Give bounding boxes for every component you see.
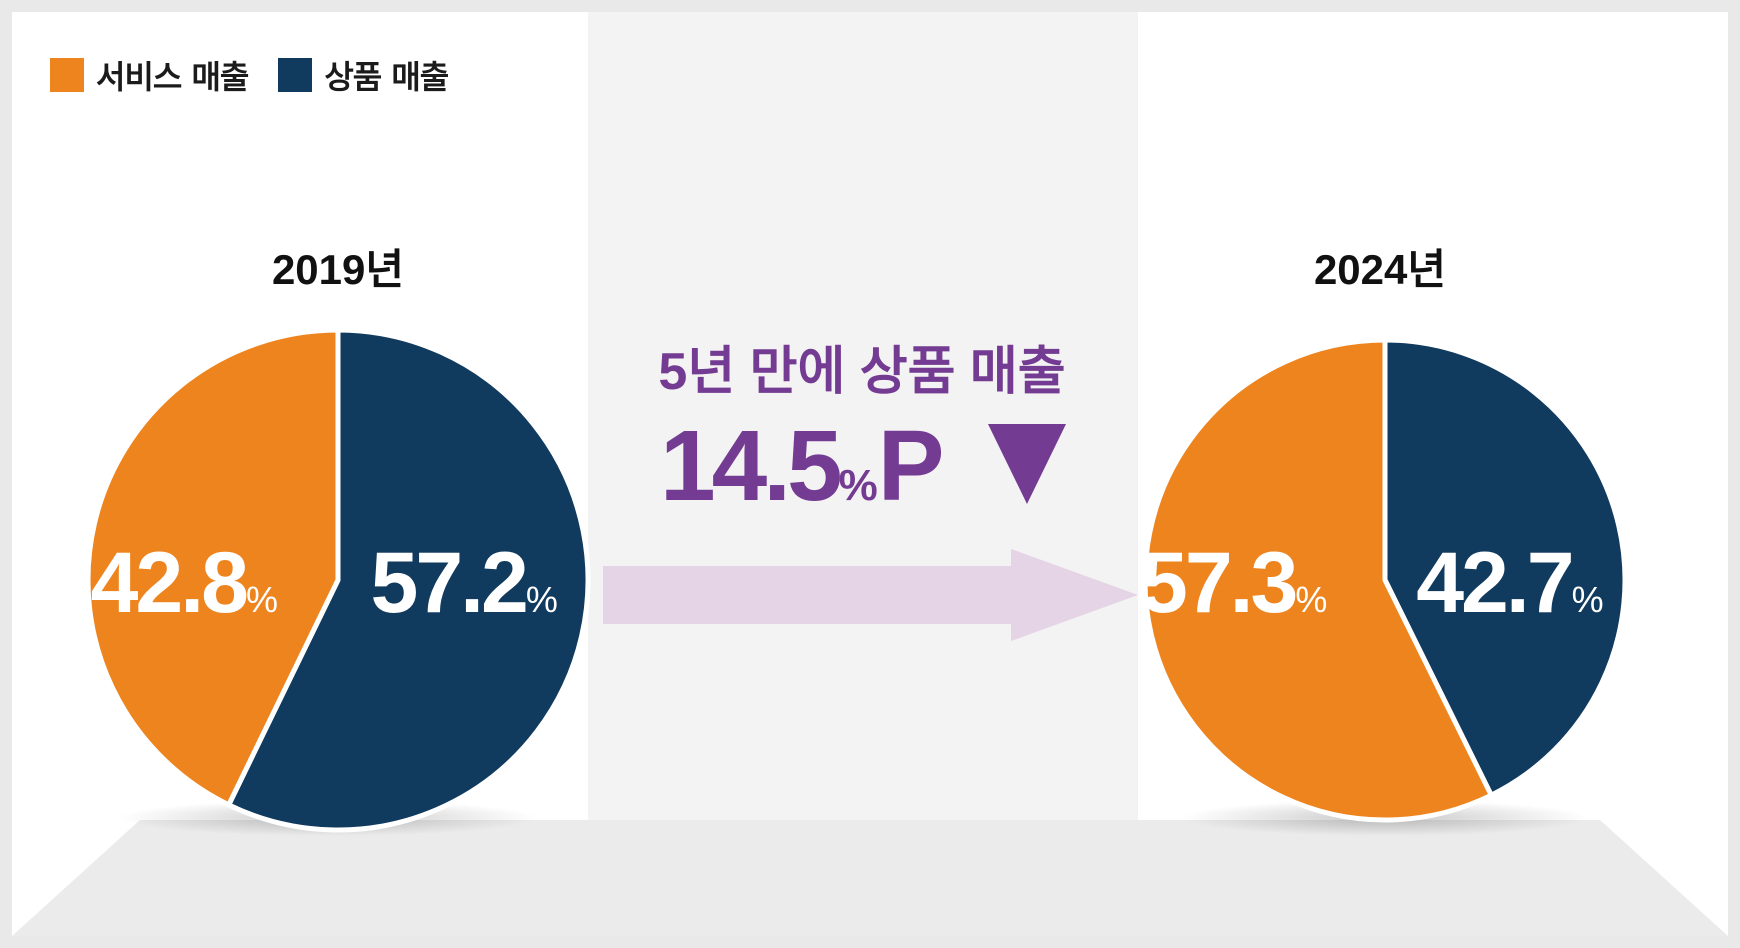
change-value: 14.5%P xyxy=(660,410,944,522)
pie-slice-service-2024 xyxy=(1142,337,1494,823)
arrow-icon xyxy=(603,549,1138,641)
legend-label-product: 상품 매출 xyxy=(324,58,449,96)
pie-chart-2019: 42.8% 57.2% xyxy=(85,327,591,833)
legend: 서비스 매출 상품 매출 xyxy=(50,52,449,98)
legend-item-product: 상품 매출 xyxy=(278,52,449,98)
down-triangle-icon xyxy=(988,424,1066,504)
pie-chart-2024: 57.3% 42.7% xyxy=(1140,337,1628,823)
change-unit: % xyxy=(839,461,878,510)
pie-title-2024: 2024년 xyxy=(1314,246,1446,293)
change-number: 14.5 xyxy=(660,410,840,522)
pie-slice-service-2019 xyxy=(85,327,341,808)
change-suffix: P xyxy=(878,410,945,522)
legend-label-service: 서비스 매출 xyxy=(96,58,249,96)
pie-label-product-2024: 42.7% xyxy=(1416,535,1603,631)
legend-swatch-service xyxy=(50,58,84,92)
legend-swatch-product xyxy=(278,58,313,92)
floor-shadow xyxy=(12,820,1728,936)
pie-slice-product-2019 xyxy=(226,327,591,833)
change-headline: 5년 만에 상품 매출 xyxy=(658,343,1065,401)
pie-label-service-2024: 57.3% xyxy=(1140,535,1327,631)
pie-label-product-2019: 57.2% xyxy=(371,535,558,631)
legend-item-service: 서비스 매출 xyxy=(50,52,249,98)
center-panel xyxy=(588,12,1138,936)
pie-label-service-2019: 42.8% xyxy=(91,535,278,631)
pie-slice-product-2024 xyxy=(1382,337,1628,798)
pie-title-2019: 2019년 xyxy=(272,246,404,293)
